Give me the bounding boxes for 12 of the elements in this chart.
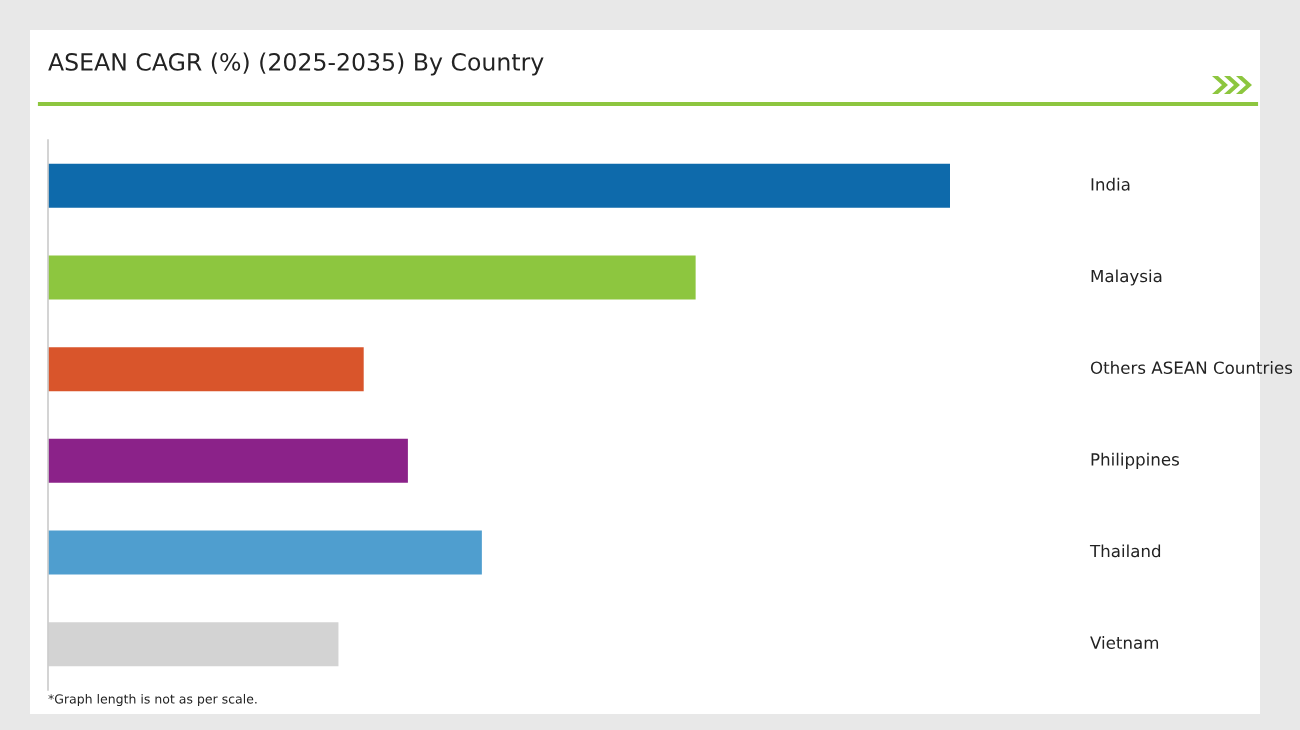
y-tick-label: Thailand bbox=[1089, 544, 1161, 558]
y-tick-label: Philippines bbox=[1091, 452, 1179, 469]
bar bbox=[48, 255, 696, 300]
bar bbox=[48, 438, 408, 483]
bar bbox=[48, 347, 364, 392]
y-tick-label: Malaysia bbox=[1091, 269, 1162, 286]
bar bbox=[48, 530, 482, 575]
chart-title: ASEAN CAGR (%) (2025-2035) By Country bbox=[48, 52, 544, 76]
y-tick-label: Vietnam bbox=[1090, 636, 1159, 649]
y-tick-label: India bbox=[1091, 177, 1130, 191]
bar bbox=[48, 163, 950, 208]
y-tick-label: Others ASEAN Countries bbox=[1090, 361, 1293, 374]
